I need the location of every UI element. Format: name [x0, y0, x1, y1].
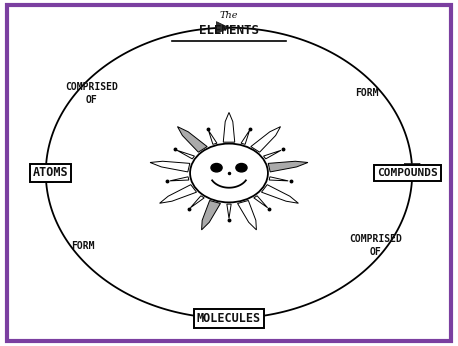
Circle shape: [211, 164, 222, 172]
Polygon shape: [150, 161, 190, 172]
Text: MOLECULES: MOLECULES: [197, 312, 261, 325]
Polygon shape: [177, 150, 195, 159]
Circle shape: [190, 144, 268, 202]
Polygon shape: [268, 161, 308, 172]
Polygon shape: [202, 200, 220, 230]
Text: FORM: FORM: [71, 241, 94, 251]
Circle shape: [236, 164, 247, 172]
Polygon shape: [223, 112, 235, 142]
Polygon shape: [238, 200, 256, 230]
Polygon shape: [262, 185, 299, 203]
Polygon shape: [263, 150, 281, 159]
Polygon shape: [178, 127, 207, 152]
Text: ELEMENTS: ELEMENTS: [199, 24, 259, 37]
Text: FORM: FORM: [354, 89, 378, 98]
Text: COMPRISED
OF: COMPRISED OF: [65, 82, 118, 105]
Text: ATOMS: ATOMS: [33, 166, 68, 180]
Polygon shape: [404, 164, 420, 173]
Polygon shape: [38, 173, 54, 183]
Polygon shape: [254, 196, 267, 208]
Text: The: The: [220, 11, 238, 20]
Text: COMPOUNDS: COMPOUNDS: [377, 168, 438, 178]
Polygon shape: [216, 22, 229, 34]
Polygon shape: [241, 130, 250, 144]
Text: COMPRISED
OF: COMPRISED OF: [349, 234, 402, 257]
Polygon shape: [251, 127, 280, 152]
Polygon shape: [227, 204, 231, 218]
Polygon shape: [229, 312, 242, 325]
Polygon shape: [159, 185, 196, 203]
Polygon shape: [269, 177, 288, 181]
Polygon shape: [208, 130, 217, 144]
Polygon shape: [170, 177, 189, 181]
Polygon shape: [191, 196, 204, 208]
